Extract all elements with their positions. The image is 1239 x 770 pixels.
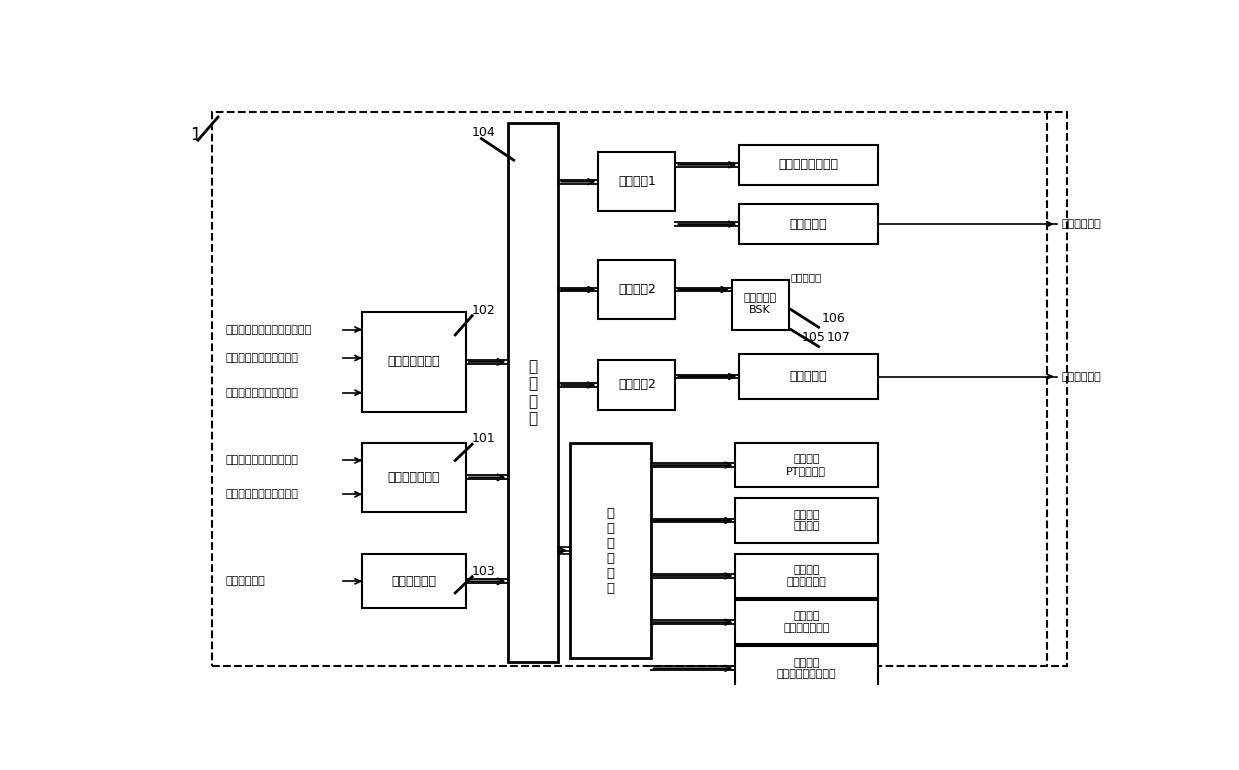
Text: 控
制
单
元: 控 制 单 元 bbox=[528, 359, 538, 427]
Bar bbox=[212, 112, 1067, 666]
Bar bbox=[740, 204, 878, 244]
Text: 闭锁命令1: 闭锁命令1 bbox=[618, 176, 655, 188]
Text: 107: 107 bbox=[826, 331, 850, 343]
Text: 另一保护闭锁重合闸信号采集: 另一保护闭锁重合闸信号采集 bbox=[225, 325, 312, 334]
Text: 断路器三相合闸位置采集: 断路器三相合闸位置采集 bbox=[225, 353, 299, 363]
Text: 三相电压、零序电压采集: 三相电压、零序电压采集 bbox=[225, 456, 299, 465]
Text: 告
警
输
出
单
元: 告 警 输 出 单 元 bbox=[606, 507, 615, 594]
Text: 工作电源输入: 工作电源输入 bbox=[225, 577, 265, 586]
Text: 闭锁命令2: 闭锁命令2 bbox=[618, 283, 655, 296]
Text: 三相电流、零序电流采集: 三相电流、零序电流采集 bbox=[225, 490, 299, 499]
Bar bbox=[740, 145, 878, 185]
Text: 电源变换模块: 电源变换模块 bbox=[392, 575, 436, 588]
Text: 保护装置
PT断线告警: 保护装置 PT断线告警 bbox=[787, 454, 826, 476]
Bar bbox=[736, 646, 878, 691]
Bar bbox=[740, 354, 878, 399]
Text: 闭锁本保护重合闸: 闭锁本保护重合闸 bbox=[778, 159, 839, 171]
Text: 保护装置
通信异常告警: 保护装置 通信异常告警 bbox=[787, 565, 826, 587]
Text: 保护装置
重合闸已被闭锁: 保护装置 重合闸已被闭锁 bbox=[783, 611, 829, 633]
Bar bbox=[508, 123, 559, 662]
Bar bbox=[570, 443, 650, 658]
Text: 站内通信网络: 站内通信网络 bbox=[1061, 372, 1101, 381]
Text: 闭锁继电器
BSK: 闭锁继电器 BSK bbox=[743, 293, 777, 315]
Text: 第一通信口: 第一通信口 bbox=[790, 218, 828, 230]
Bar bbox=[598, 152, 675, 211]
Bar bbox=[362, 443, 466, 512]
Text: 闭锁命令2: 闭锁命令2 bbox=[618, 379, 655, 391]
Text: 102: 102 bbox=[472, 304, 496, 316]
Text: 闭锁继电器: 闭锁继电器 bbox=[790, 273, 823, 282]
Bar bbox=[736, 498, 878, 543]
Text: 1: 1 bbox=[191, 126, 201, 144]
Bar bbox=[736, 443, 878, 487]
Bar bbox=[598, 360, 675, 410]
Text: 103: 103 bbox=[472, 565, 496, 578]
Text: 106: 106 bbox=[821, 312, 845, 324]
Bar bbox=[731, 280, 789, 330]
Text: 保护装置
合闸闭锁继电器动作: 保护装置 合闸闭锁继电器动作 bbox=[777, 658, 836, 679]
Text: 第二通信口: 第二通信口 bbox=[790, 370, 828, 383]
Text: 保护装置
异常告警: 保护装置 异常告警 bbox=[793, 510, 819, 531]
Bar bbox=[362, 312, 466, 412]
Bar bbox=[736, 554, 878, 598]
Text: 模拟量输入模块: 模拟量输入模块 bbox=[388, 471, 440, 484]
Text: 105: 105 bbox=[802, 331, 825, 343]
Bar bbox=[362, 554, 466, 608]
Bar bbox=[598, 260, 675, 319]
Bar bbox=[736, 600, 878, 644]
Text: 104: 104 bbox=[472, 126, 496, 139]
Text: 断路器三相分闸位置采集: 断路器三相分闸位置采集 bbox=[225, 388, 299, 397]
Text: 站间通信网络: 站间通信网络 bbox=[1061, 219, 1101, 229]
Text: 开关量输入模块: 开关量输入模块 bbox=[388, 356, 440, 368]
Text: 101: 101 bbox=[472, 433, 496, 445]
